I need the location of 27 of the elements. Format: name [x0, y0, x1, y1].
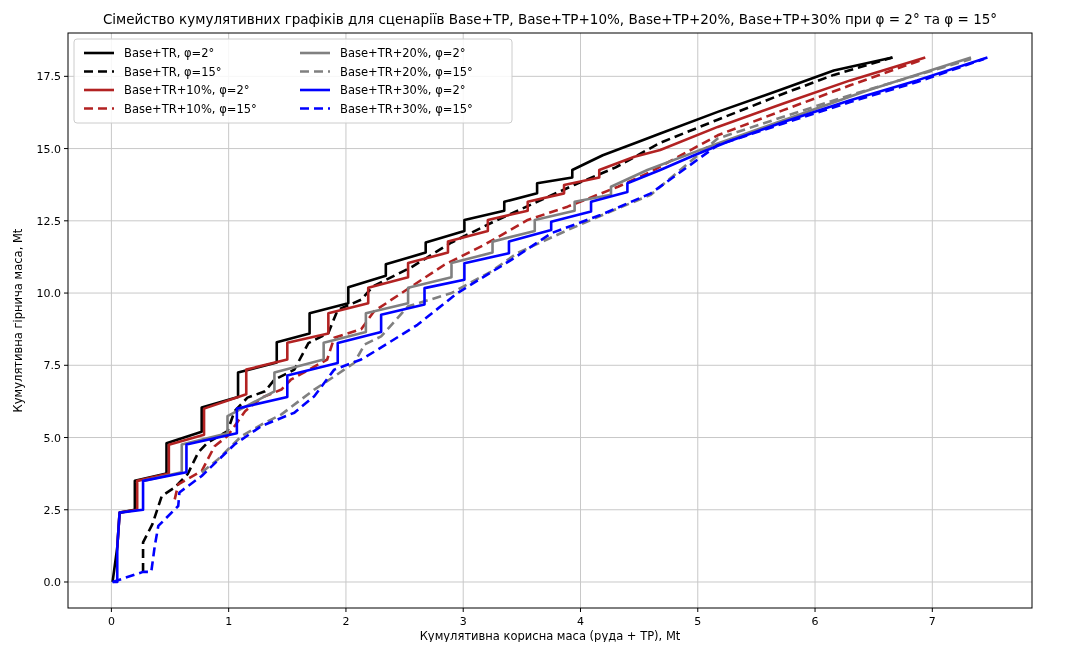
x-tick-label: 7: [928, 615, 936, 628]
legend-label: Base+TR+10%, φ=15°: [124, 101, 257, 116]
x-tick-label: 1: [225, 615, 233, 628]
legend-label: Base+TR+30%, φ=15°: [340, 101, 473, 116]
y-tick-label: 2.5: [43, 503, 61, 517]
y-tick-label: 17.5: [36, 70, 61, 84]
y-tick-label: 0.0: [43, 575, 61, 589]
x-axis-title: Кумулятивна корисна маса (руда + TP), Mt: [419, 629, 681, 643]
y-axis-title: Кумулятивна гірнича маса, Mt: [11, 228, 25, 413]
x-tick-label: 6: [811, 615, 819, 628]
x-tick-label: 0: [107, 615, 115, 628]
y-tick-label: 5.0: [43, 431, 61, 445]
x-tick-label: 5: [694, 615, 702, 628]
legend-label: Base+TR+20%, φ=2°: [340, 46, 466, 60]
x-tick-label: 4: [576, 615, 584, 628]
legend-label: Base+TR, φ=15°: [124, 64, 222, 79]
x-tick-label: 2: [342, 615, 350, 628]
legend-label: Base+TR, φ=2°: [124, 46, 215, 60]
y-tick-label: 10.0: [36, 287, 61, 301]
chart-title: Сімейство кумулятивних графіків для сценаріїв Base+TP, Base+TP+10%, Base+TP+20%, Base+TP+30% при φ = 2° та φ = 15°: [102, 11, 998, 27]
legend-label: Base+TR+20%, φ=15°: [340, 64, 473, 79]
legend-label: Base+TR+10%, φ=2°: [124, 83, 250, 97]
y-tick-label: 7.5: [43, 359, 61, 373]
x-tick-label: 3: [459, 615, 467, 628]
y-tick-label: 15.0: [36, 142, 61, 156]
legend-label: Base+TR+30%, φ=2°: [340, 83, 466, 97]
y-tick-label: 12.5: [36, 214, 61, 228]
